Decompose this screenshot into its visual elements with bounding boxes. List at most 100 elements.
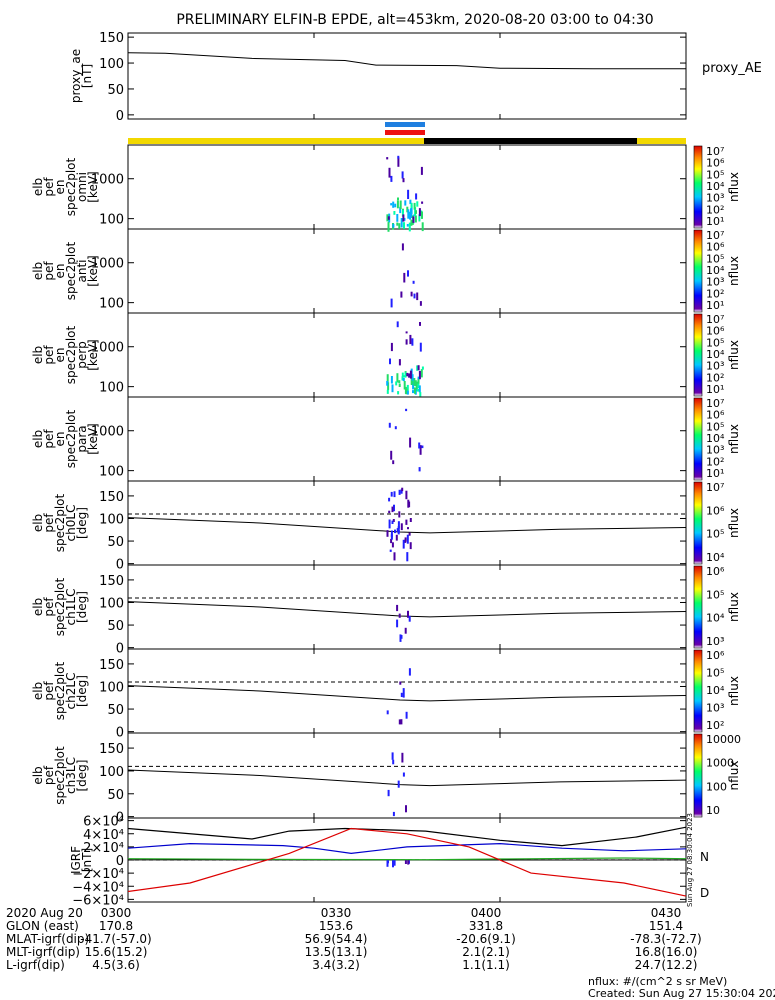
panel-anti-colorbar: [693, 229, 703, 313]
pitch-angle-cell: [393, 504, 395, 512]
spectrogram-cell: [403, 222, 405, 229]
panel-para-ylabel: [keV]: [86, 423, 100, 454]
spectrogram-cell: [396, 321, 399, 328]
pitch-angle-cell: [396, 604, 399, 612]
footer-row-label: 2020 Aug 20: [6, 906, 83, 920]
footer-row-value: 153.6: [318, 919, 354, 933]
panel-para-ylabel: pef: [42, 429, 56, 449]
pitch-angle-cell: [388, 510, 391, 514]
spectrogram-cell: [390, 376, 393, 384]
spectrogram-cell: [408, 222, 411, 232]
spectrogram-cell: [411, 374, 414, 381]
pitch-angle-cell: [391, 542, 394, 548]
panel-para-colorbar-tick: 10⁵: [706, 420, 724, 433]
panel-proxy_ae-ytick-label: 100: [99, 57, 124, 72]
spectrogram-cell: [398, 359, 401, 366]
spectrogram-cell: [411, 338, 414, 346]
pitch-angle-cell: [400, 489, 403, 494]
panel-ch2LC-colorbar-label: nflux: [727, 676, 741, 706]
footer-row-value: -20.6(9.1): [456, 932, 516, 946]
panel-anti-colorbar-tick: 10⁵: [706, 252, 724, 265]
panel-ch1LC-ytick-label: 100: [99, 596, 124, 611]
panel-perp-ytick-label: 1000: [91, 341, 124, 356]
spectrogram-cell: [419, 445, 422, 455]
panel-para-ylabel: elb: [31, 430, 45, 448]
footer-row: 2020 Aug 20 0300 0330 0400 0430: [6, 907, 766, 920]
pitch-angle-cell: [388, 519, 391, 529]
panel-omni-ytick-label: 100: [99, 213, 124, 228]
pitch-angle-cell: [407, 610, 409, 618]
panel-proxy_ae-ylabel: [nT]: [80, 64, 94, 88]
panel-ch0LC-colorbar-tick: 10⁴: [706, 551, 725, 564]
pitch-angle-cell: [405, 711, 408, 719]
panel-ch2LC-ytick-label: 100: [99, 680, 124, 695]
panel-ch2LC-ytick-label: 0: [116, 726, 124, 741]
panel-para-colorbar-tick: 10⁴: [706, 432, 725, 445]
panel-ch1LC-colorbar: [693, 565, 703, 649]
spectrogram-cell: [391, 384, 394, 393]
panel-omni-ylabel: elb: [31, 178, 45, 196]
panel-ch0LC-ylabel: pef: [42, 513, 56, 533]
panel-omni-colorbar-tick: 10¹: [706, 215, 724, 228]
spectrogram-cell: [405, 339, 408, 345]
panel-perp-ylabel: [keV]: [86, 339, 100, 370]
panel-perp-frame: [127, 312, 687, 398]
ascending-indicator: [385, 122, 425, 127]
pitch-angle-cell: [391, 520, 394, 524]
pitch-angle-cell: [387, 789, 390, 797]
spectrogram-cell: [386, 157, 389, 160]
panel-ch2LC-ylabel: [deg]: [75, 675, 89, 707]
spectrogram-cell: [405, 331, 408, 334]
panel-para-colorbar-label: nflux: [727, 424, 741, 454]
proxy-ae-line: [127, 52, 686, 70]
panel-ch1LC-colorbar-tick: 10⁵: [706, 588, 724, 601]
spectrogram-cell: [412, 216, 415, 223]
spectrogram-cell: [407, 189, 410, 199]
panel-ch1LC-ylabel: [deg]: [75, 591, 89, 623]
footer-row-value: 2.1(2.1): [462, 945, 510, 959]
spectrogram-cell: [421, 222, 424, 232]
panel-perp-colorbar-tick: 10¹: [706, 383, 724, 396]
panel-omni-colorbar-tick: 10³: [706, 192, 724, 205]
spectrogram-cell: [412, 280, 415, 284]
panel-ch1LC-colorbar-tick: 10⁴: [706, 612, 725, 625]
footer-row: MLT-igrf(dip) 15.6(15.2) 13.5(13.1) 2.1(2.1…: [6, 946, 766, 959]
footer-row-label: MLAT-igrf(dip): [6, 932, 90, 946]
panel-ch3LC-ytick-label: 100: [99, 765, 124, 780]
units-note: nflux: #/(cm^2 s sr MeV): [588, 975, 728, 988]
spectrogram-cell: [392, 223, 395, 228]
spectrogram-cell: [418, 214, 421, 222]
panel-para-ytick-label: 1000: [91, 425, 124, 440]
footer-row-value: -78.3(-72.7): [630, 932, 702, 946]
pitch-angle-cell: [394, 529, 396, 534]
panel-ch1LC-colorbar-tick: 10⁶: [706, 565, 725, 578]
panel-ch2LC-ylabel: spec2plot: [53, 661, 67, 720]
spectrogram-cell: [405, 408, 408, 412]
spectrogram-cell: [397, 155, 400, 159]
spectrogram-cell: [387, 382, 390, 391]
panel-ch3LC-colorbar-label: nflux: [727, 761, 741, 791]
spectrogram-cell: [418, 208, 421, 217]
panel-igrf-ylabel: [nT]: [80, 848, 94, 872]
igrf-series-N: [127, 857, 687, 861]
pitch-angle-cell: [408, 532, 411, 536]
panel-omni-ylabel: [keV]: [86, 171, 100, 202]
panel-para-colorbar: [693, 397, 703, 481]
panel-ch3LC-ylabel: ch3LC: [64, 757, 78, 794]
panel-ch2LC-ylabel: elb: [31, 682, 45, 700]
spectrogram-cell: [419, 392, 422, 397]
footer-row-value: 3.4(3.2): [312, 958, 360, 972]
spectrogram-cell: [401, 209, 404, 217]
panel-ch2LC-colorbar-tick: 10⁵: [706, 667, 724, 680]
panel-para-colorbar-tick: 10⁶: [706, 409, 725, 422]
spectrogram-cell: [406, 372, 409, 377]
spectrogram-cell: [398, 223, 401, 229]
panel-ch1LC-frame: [127, 564, 687, 650]
spectrogram-cell: [388, 167, 391, 178]
footer-row-value: 16.8(16.0): [634, 945, 698, 959]
panel-ch0LC-colorbar-tick: 10⁶: [706, 504, 725, 517]
spectrogram-cell: [417, 376, 420, 380]
panel-ch2LC-frame: [127, 648, 687, 734]
panel-omni-colorbar-tick: 10⁵: [706, 168, 724, 181]
pitch-angle-cell: [405, 805, 407, 813]
